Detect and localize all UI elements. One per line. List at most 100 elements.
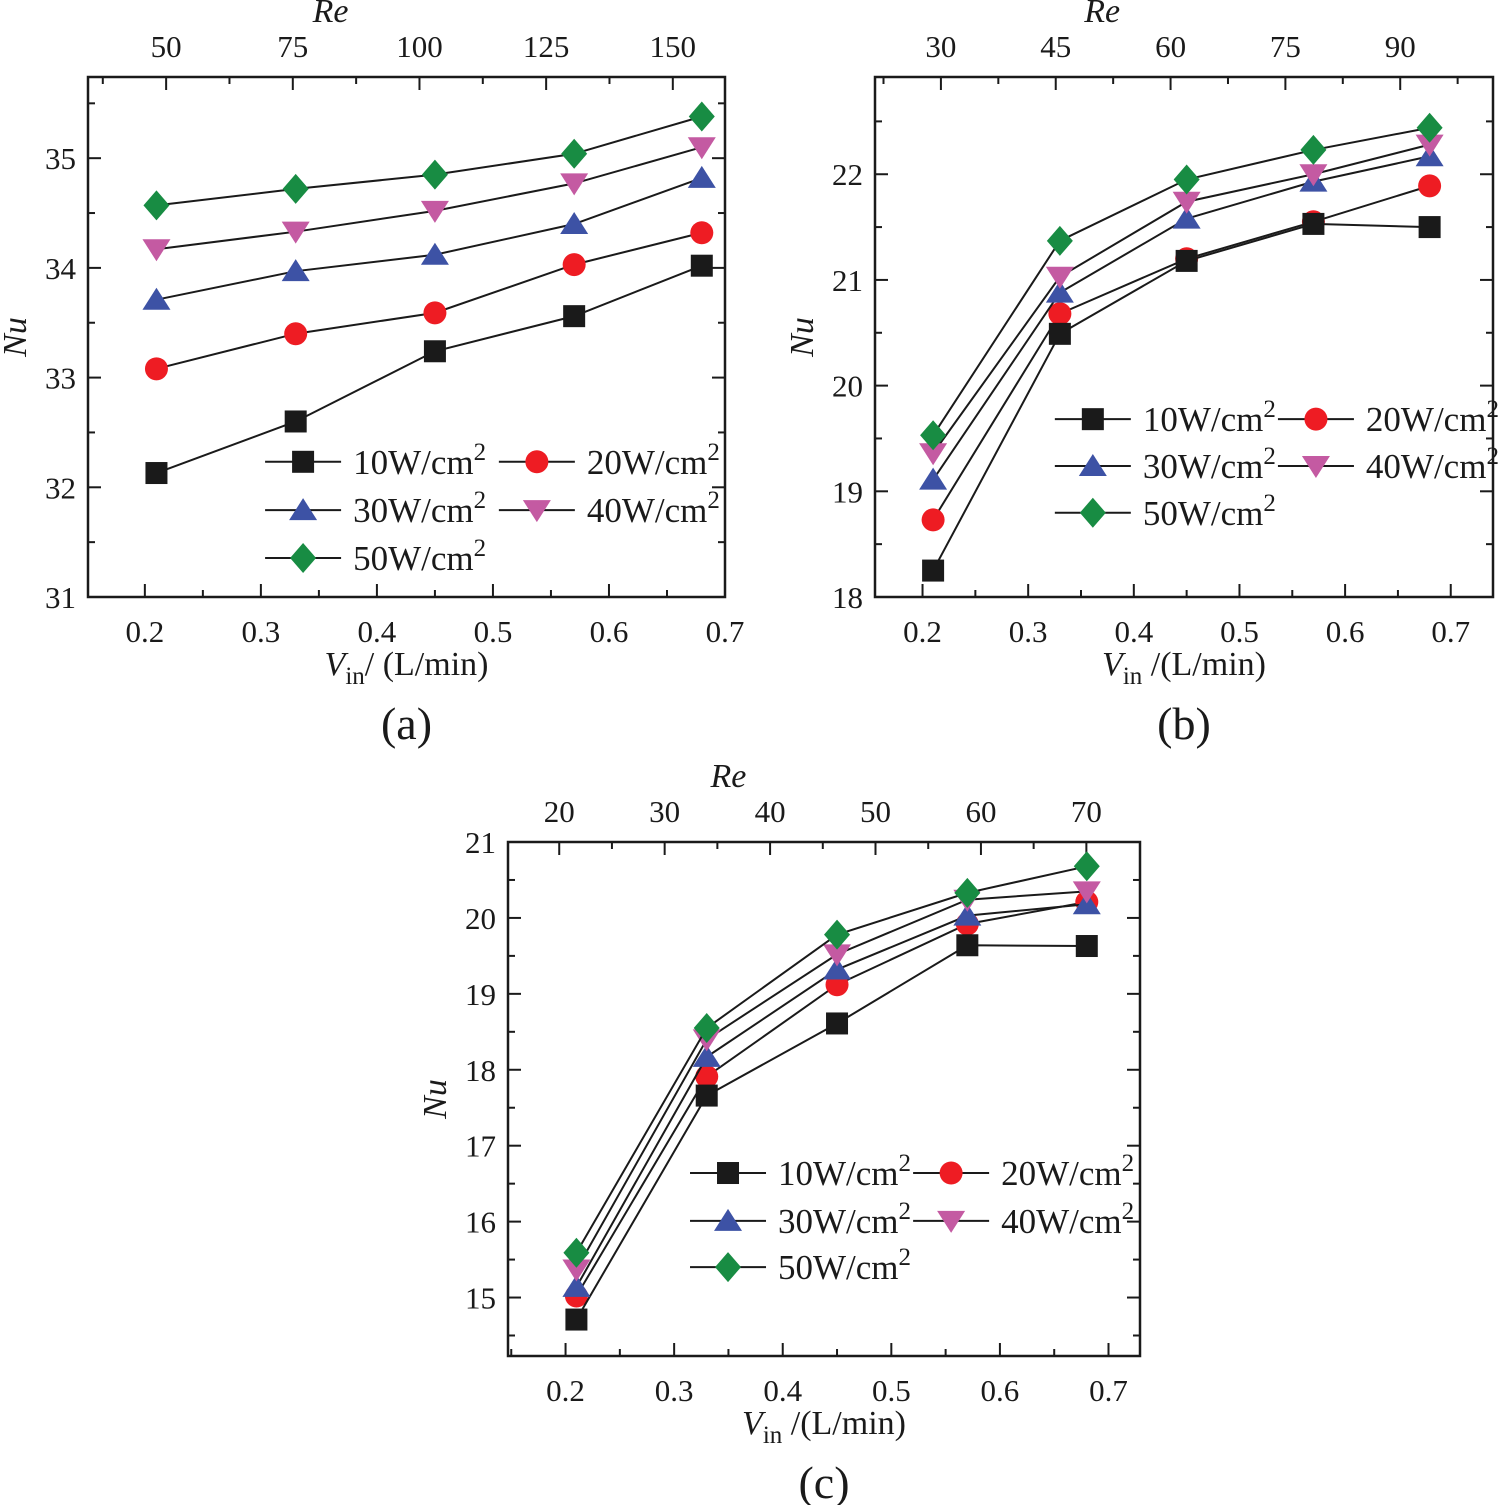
x-tick-label: 0.2 bbox=[546, 1373, 585, 1408]
data-point-marker bbox=[687, 165, 716, 188]
data-point-marker bbox=[1073, 851, 1100, 882]
x-tick-label: 0.3 bbox=[1009, 614, 1048, 649]
chart-b: 0.2 0.3 0.4 0.5 0.6 0.7 30 45 60 75 90 18 19 20 21 22 Re… bbox=[784, 0, 1499, 749]
legend-marker-triangle-up-icon bbox=[714, 1208, 743, 1231]
series-40w-cm2 bbox=[142, 137, 716, 262]
legend-item-10w-cm2: 10W/cm2 bbox=[690, 1150, 911, 1193]
data-point-marker bbox=[421, 159, 448, 190]
x-tick-label: 0.5 bbox=[1220, 614, 1259, 649]
data-point-marker bbox=[956, 934, 979, 957]
x-tick-label: 0.5 bbox=[474, 614, 513, 649]
data-point-marker bbox=[692, 1044, 721, 1067]
y-tick-label: 20 bbox=[832, 369, 863, 404]
legend-item-20w-cm2: 20W/cm2 bbox=[913, 1150, 1134, 1193]
series-10w-cm2 bbox=[565, 934, 1098, 1331]
panel-caption-b: (b) bbox=[1157, 698, 1211, 749]
re-axis-title: Re bbox=[710, 758, 747, 795]
x-tick-label: 0.6 bbox=[1326, 614, 1365, 649]
legend-item-30w-cm2: 30W/cm2 bbox=[265, 487, 486, 530]
re-axis-title: Re bbox=[312, 0, 349, 30]
re-tick-label: 150 bbox=[650, 29, 697, 64]
legend-marker-square-icon bbox=[1081, 408, 1104, 431]
data-point-marker bbox=[695, 1065, 719, 1089]
re-tick-label: 50 bbox=[151, 29, 182, 64]
y-axis-label: Nu bbox=[0, 317, 34, 358]
re-tick-label: 125 bbox=[523, 29, 570, 64]
data-point-marker bbox=[1418, 216, 1441, 239]
y-tick-label: 31 bbox=[45, 580, 76, 615]
legend-label: 10W/cm2 bbox=[778, 1150, 911, 1193]
data-point-marker bbox=[562, 253, 586, 277]
re-tick-label: 100 bbox=[396, 29, 443, 64]
data-point-marker bbox=[1415, 134, 1444, 157]
data-point-marker bbox=[688, 101, 715, 132]
legend: 10W/cm2 20W/cm2 30W/cm2 40W/cm2 50W/cm2 bbox=[690, 1150, 1134, 1287]
legend-marker-triangle-up-icon bbox=[1078, 453, 1107, 476]
y-tick-label: 34 bbox=[45, 251, 77, 286]
y-axis-label: Nu bbox=[417, 1079, 454, 1120]
panel-caption-c: (c) bbox=[798, 1457, 849, 1505]
legend-label: 30W/cm2 bbox=[353, 487, 486, 530]
y-axis-label: Nu bbox=[784, 317, 821, 358]
legend-marker-circle-icon bbox=[1304, 407, 1328, 431]
y-tick-label: 21 bbox=[465, 825, 496, 860]
data-point-marker bbox=[563, 305, 586, 328]
y-tick-label: 22 bbox=[832, 157, 863, 192]
legend-marker-diamond-icon bbox=[290, 543, 317, 573]
data-point-marker bbox=[560, 212, 589, 235]
re-tick-label: 70 bbox=[1071, 794, 1102, 829]
data-point-marker bbox=[824, 919, 851, 950]
series-40w-cm2 bbox=[919, 134, 1444, 466]
data-point-marker bbox=[953, 903, 982, 926]
re-tick-label: 40 bbox=[755, 794, 786, 829]
data-point-marker bbox=[1045, 280, 1074, 303]
re-tick-label: 75 bbox=[1270, 29, 1301, 64]
data-point-marker bbox=[561, 138, 588, 169]
legend-marker-diamond-icon bbox=[1079, 497, 1106, 528]
chart-c: 0.2 0.3 0.4 0.5 0.6 0.7 20 30 40 50 60 70 15 16 17 18 19… bbox=[417, 758, 1142, 1505]
x-tick-label: 0.2 bbox=[903, 614, 942, 649]
data-point-marker bbox=[562, 1259, 591, 1282]
data-point-marker bbox=[687, 137, 716, 160]
legend-item-20w-cm2: 20W/cm2 bbox=[1277, 396, 1499, 439]
data-point-marker bbox=[1173, 164, 1200, 195]
re-tick-label: 30 bbox=[649, 794, 680, 829]
data-point-marker bbox=[690, 221, 714, 245]
chart-a: 0.2 0.3 0.4 0.5 0.6 0.7 50 75 100 125 150 31 32 33 34 3… bbox=[0, 0, 744, 749]
data-point-marker bbox=[1048, 302, 1072, 326]
legend-marker-diamond-icon bbox=[715, 1252, 742, 1283]
legend-marker-circle-icon bbox=[525, 450, 549, 474]
legend-item-40w-cm2: 40W/cm2 bbox=[913, 1198, 1134, 1241]
series-50w-cm2 bbox=[920, 112, 1443, 451]
data-point-marker bbox=[1172, 191, 1201, 214]
x-axis-label: Vin/ (L/min) bbox=[325, 646, 489, 690]
data-point-marker bbox=[281, 221, 310, 244]
data-point-marker bbox=[921, 508, 945, 532]
y-tick-label: 35 bbox=[45, 141, 76, 176]
legend-item-10w-cm2: 10W/cm2 bbox=[265, 439, 486, 482]
data-point-marker bbox=[695, 1084, 718, 1107]
x-tick-label: 0.7 bbox=[706, 614, 745, 649]
data-point-marker bbox=[143, 190, 170, 221]
legend-marker-square-icon bbox=[292, 450, 315, 473]
series-30w-cm2 bbox=[562, 892, 1101, 1297]
re-tick-label: 45 bbox=[1040, 29, 1071, 64]
y-tick-label: 32 bbox=[45, 470, 76, 505]
data-point-marker bbox=[563, 1237, 590, 1268]
legend-marker-triangle-up-icon bbox=[289, 498, 318, 521]
re-tick-label: 75 bbox=[277, 29, 308, 64]
legend-marker-triangle-down-icon bbox=[522, 500, 551, 523]
y-tick-label: 19 bbox=[832, 474, 863, 509]
re-axis-title: Re bbox=[1083, 0, 1120, 30]
x-tick-label: 0.6 bbox=[981, 1373, 1020, 1408]
data-point-marker bbox=[282, 173, 309, 204]
axis-ticks bbox=[875, 77, 1493, 598]
y-tick-label: 20 bbox=[465, 901, 496, 936]
series-20w-cm2 bbox=[144, 221, 714, 381]
legend-label: 30W/cm2 bbox=[1143, 443, 1276, 486]
x-tick-label: 0.4 bbox=[358, 614, 397, 649]
data-point-marker bbox=[823, 957, 852, 980]
legend-label: 20W/cm2 bbox=[1366, 396, 1499, 439]
data-point-marker bbox=[1418, 174, 1442, 198]
legend: 10W/cm2 20W/cm2 30W/cm2 40W/cm2 50W/cm2 bbox=[265, 439, 720, 578]
